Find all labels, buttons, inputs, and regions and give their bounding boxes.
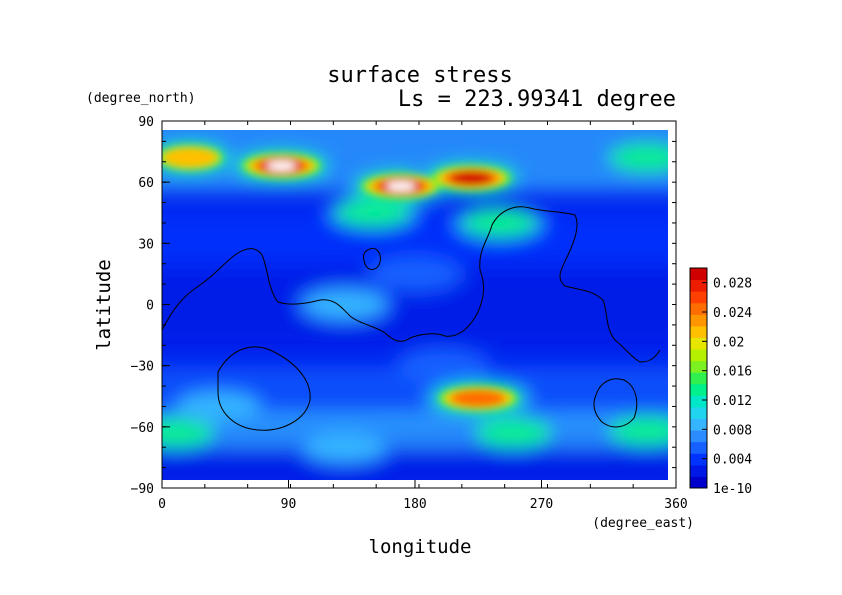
colorbar-swatch bbox=[690, 383, 707, 396]
topography-contours bbox=[161, 206, 661, 431]
colorbar-swatch bbox=[690, 406, 707, 420]
colorbar-tick-label: 0.024 bbox=[713, 306, 752, 321]
heatmap-cell bbox=[367, 255, 463, 292]
heatmap-cell bbox=[162, 147, 218, 169]
y-tick-label: −90 bbox=[131, 482, 154, 497]
y-tick-label: −30 bbox=[131, 360, 154, 375]
colorbar-swatch bbox=[690, 453, 707, 466]
y-units-label: (degree_north) bbox=[86, 91, 196, 106]
x-axis: 0 90 180 270 360 bbox=[158, 480, 688, 512]
heatmap-cell bbox=[451, 389, 506, 407]
argyre-contour bbox=[593, 378, 638, 428]
heatmap-cell bbox=[175, 390, 262, 423]
colorbar-swatch bbox=[690, 372, 707, 385]
x-tick-label: 270 bbox=[530, 497, 553, 512]
colorbar-swatch bbox=[690, 337, 707, 350]
colorbar-bands bbox=[690, 268, 707, 489]
heatmap-cell bbox=[450, 171, 493, 185]
y-axis-label: latitude bbox=[93, 259, 115, 351]
heatmap-cell bbox=[335, 198, 411, 227]
y-tick-label: 30 bbox=[138, 237, 154, 252]
colorbar-tick-label: 0.02 bbox=[713, 335, 744, 350]
heatmap-cell bbox=[386, 181, 416, 191]
y-tick-label: 0 bbox=[146, 299, 154, 314]
x-axis-label: longitude bbox=[369, 536, 472, 558]
y-tick-label: 90 bbox=[138, 115, 154, 130]
colorbar-swatch bbox=[690, 314, 707, 327]
colorbar-tick-label: 0.012 bbox=[713, 394, 752, 409]
heatmap-cell bbox=[609, 416, 668, 446]
dichotomy-contour bbox=[161, 206, 661, 363]
x-minor-ticks bbox=[204, 121, 634, 488]
colorbar-swatch bbox=[690, 418, 707, 431]
heatmap-cell bbox=[461, 208, 538, 238]
colorbar-swatch bbox=[690, 325, 707, 338]
colorbar-swatch bbox=[690, 349, 707, 362]
colorbar-swatch bbox=[690, 430, 707, 443]
colorbar-tick-label: 0.016 bbox=[713, 365, 752, 380]
elysium-contour bbox=[363, 247, 381, 270]
heatmap-cell bbox=[475, 418, 552, 448]
colorbar-swatch bbox=[690, 279, 707, 292]
colorbar-swatch bbox=[690, 268, 707, 281]
heatmap-cell bbox=[301, 288, 388, 321]
x-tick-label: 180 bbox=[403, 497, 426, 512]
y-tick-label: 60 bbox=[138, 176, 154, 191]
chart-title: surface stress bbox=[327, 63, 512, 88]
heatmap-cell bbox=[301, 431, 388, 464]
colorbar-swatch bbox=[690, 476, 707, 489]
colorbar-swatch bbox=[690, 360, 707, 373]
y-minor-ticks bbox=[162, 140, 676, 469]
x-tick-label: 90 bbox=[281, 497, 297, 512]
colorbar-swatch bbox=[690, 302, 707, 315]
colorbar: 0.028 0.024 0.02 0.016 0.012 0.008 0.004 1e-10 bbox=[689, 267, 752, 497]
colorbar-swatch bbox=[690, 395, 707, 408]
chart-subtitle: Ls = 223.99341 degree bbox=[398, 87, 676, 112]
x-tick-label: 360 bbox=[664, 497, 687, 512]
heatmap-plot bbox=[162, 130, 668, 480]
colorbar-tick-label: 1e-10 bbox=[713, 482, 752, 497]
colorbar-ticks: 0.028 0.024 0.02 0.016 0.012 0.008 0.004 1e-10 bbox=[702, 277, 752, 497]
x-tick-label: 0 bbox=[158, 497, 166, 512]
heatmap-cell bbox=[162, 418, 214, 448]
y-tick-label: −60 bbox=[131, 421, 154, 436]
hellas-contour bbox=[217, 346, 311, 431]
colorbar-tick-label: 0.008 bbox=[713, 423, 752, 438]
heatmap-cell bbox=[395, 347, 492, 384]
colorbar-tick-label: 0.028 bbox=[713, 277, 752, 292]
heatmap-field-detail bbox=[162, 145, 518, 411]
x-units-label: (degree_east) bbox=[592, 516, 694, 531]
colorbar-swatch bbox=[690, 291, 707, 304]
colorbar-frame bbox=[689, 267, 708, 489]
colorbar-tick-label: 0.004 bbox=[713, 453, 752, 468]
heatmap-cell bbox=[609, 143, 668, 172]
colorbar-swatch bbox=[690, 441, 707, 454]
heatmap-field bbox=[162, 130, 668, 480]
colorbar-swatch bbox=[690, 464, 707, 477]
heatmap-cell bbox=[266, 161, 297, 171]
heatmap-band bbox=[162, 447, 668, 480]
